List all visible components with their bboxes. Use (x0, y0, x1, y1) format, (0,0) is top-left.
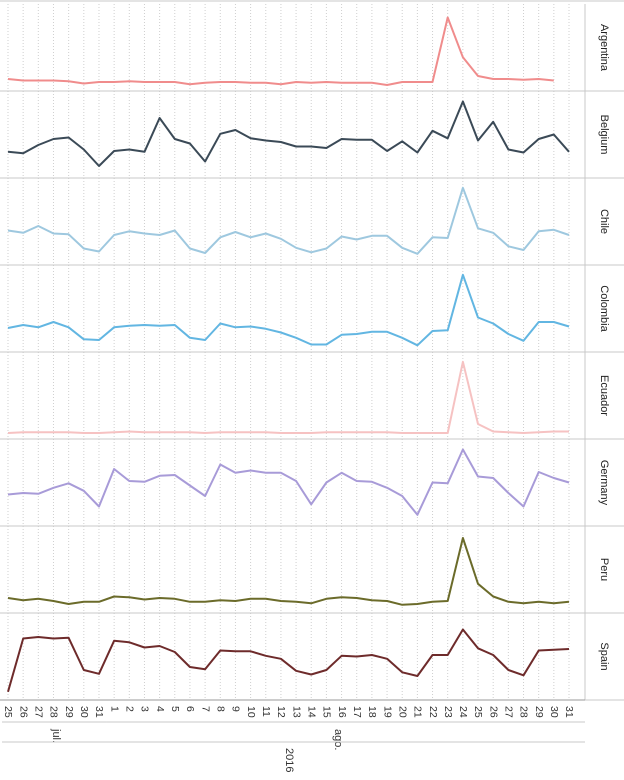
x-tick-label: 28 (48, 706, 60, 718)
x-tick-label: 20 (396, 706, 408, 718)
x-tick-label: 22 (427, 706, 439, 718)
x-tick-label: 13 (290, 706, 302, 718)
x-tick-label: 11 (260, 706, 272, 717)
x-tick-label: 17 (351, 706, 363, 718)
x-tick-label: 23 (442, 706, 454, 718)
x-tick-label: 8 (214, 706, 226, 712)
month-label-ago: ago. (332, 729, 344, 750)
x-tick-label: 4 (154, 706, 166, 712)
x-tick-label: 2 (124, 706, 136, 712)
x-tick-label: 30 (78, 706, 90, 718)
panel-label-colombia: Colombia (598, 285, 610, 332)
series-line-ecuador (7, 360, 569, 434)
x-tick-label: 19 (381, 706, 393, 718)
x-tick-label: 15 (321, 706, 333, 718)
x-tick-label: 29 (63, 706, 75, 718)
x-tick-label: 12 (275, 706, 287, 718)
panel-label-germany: Germany (598, 460, 610, 506)
x-tick-label: 5 (169, 706, 181, 712)
series-line-belgium (7, 100, 570, 167)
x-tick-label: 16 (336, 706, 348, 718)
series-line-chile (7, 186, 570, 255)
x-tick-label: 7 (199, 706, 211, 712)
month-label-jul: jul. (50, 728, 62, 743)
x-tick-label: 27 (503, 706, 515, 718)
x-tick-label: 29 (533, 706, 545, 718)
x-tick-label: 21 (412, 706, 424, 718)
panel-label-belgium: Belgium (598, 115, 610, 155)
series-line-spain (7, 628, 570, 693)
series-line-argentina (7, 16, 554, 86)
x-tick-label: 26 (487, 706, 499, 718)
series-line-colombia (7, 273, 570, 347)
panel-label-ecuador: Ecuador (598, 375, 610, 416)
x-tick-label: 24 (457, 706, 469, 718)
x-tick-label: 31 (93, 706, 105, 718)
panel-label-argentina: Argentina (598, 24, 610, 72)
x-tick-label: 25 (472, 706, 484, 718)
x-tick-label: 6 (184, 706, 196, 712)
year-label: 2016 (283, 748, 295, 772)
x-tick-label: 18 (366, 706, 378, 718)
x-tick-label: 9 (230, 706, 242, 712)
x-tick-label: 10 (245, 706, 257, 718)
x-tick-label: 25 (2, 706, 14, 718)
x-tick-label: 31 (563, 706, 575, 718)
x-tick-label: 28 (518, 706, 530, 718)
x-tick-label: 26 (17, 706, 29, 718)
series-line-germany (7, 448, 570, 516)
x-tick-label: 30 (548, 706, 560, 718)
x-tick-label: 3 (139, 706, 151, 712)
panel-label-peru: Peru (598, 558, 610, 581)
x-tick-label: 27 (33, 706, 45, 718)
x-tick-label: 14 (305, 706, 317, 718)
panel-label-spain: Spain (598, 642, 610, 670)
x-tick-label: 1 (108, 706, 120, 712)
panel-label-chile: Chile (598, 209, 610, 234)
series-line-peru (7, 537, 570, 606)
